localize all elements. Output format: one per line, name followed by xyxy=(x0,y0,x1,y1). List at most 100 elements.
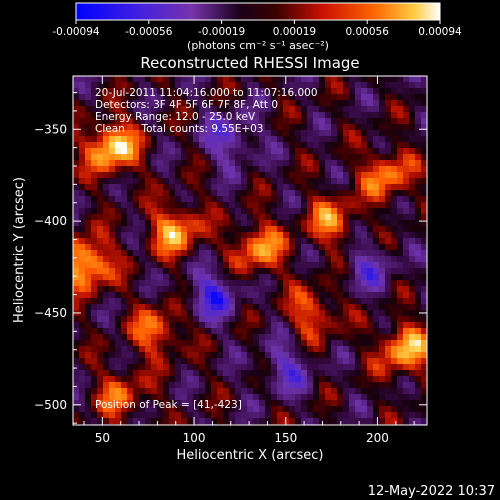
heatmap-cell xyxy=(343,400,349,406)
heatmap-cell xyxy=(151,304,157,310)
heatmap-cell xyxy=(133,136,139,142)
heatmap-cell xyxy=(103,220,109,226)
heatmap-cell xyxy=(85,166,91,172)
heatmap-cell xyxy=(355,388,361,394)
heatmap-cell xyxy=(397,394,403,400)
heatmap-cell xyxy=(157,82,163,88)
heatmap-cell xyxy=(193,376,199,382)
heatmap-cell xyxy=(259,340,265,346)
heatmap-cell xyxy=(151,226,157,232)
heatmap-cell xyxy=(313,118,319,124)
heatmap-cell xyxy=(373,118,379,124)
heatmap-cell xyxy=(415,322,421,328)
heatmap-cell xyxy=(301,256,307,262)
heatmap-cell xyxy=(331,88,337,94)
heatmap-cell xyxy=(397,400,403,406)
heatmap-cell xyxy=(361,178,367,184)
heatmap-cell xyxy=(343,256,349,262)
heatmap-cell xyxy=(397,172,403,178)
heatmap-cell xyxy=(325,136,331,142)
heatmap-cell xyxy=(109,334,115,340)
heatmap-cell xyxy=(223,262,229,268)
heatmap-cell xyxy=(313,358,319,364)
heatmap-cell xyxy=(115,310,121,316)
heatmap-cell xyxy=(163,112,169,118)
heatmap-cell xyxy=(73,316,79,322)
heatmap-cell xyxy=(373,304,379,310)
heatmap-cell xyxy=(253,388,259,394)
heatmap-cell xyxy=(85,100,91,106)
heatmap-cell xyxy=(103,178,109,184)
heatmap-cell xyxy=(217,328,223,334)
heatmap-cell xyxy=(187,256,193,262)
heatmap-cell xyxy=(319,94,325,100)
heatmap-cell xyxy=(301,214,307,220)
heatmap-cell xyxy=(175,220,181,226)
heatmap-cell xyxy=(319,364,325,370)
heatmap-cell xyxy=(367,358,373,364)
heatmap-cell xyxy=(235,106,241,112)
heatmap-cell xyxy=(391,340,397,346)
heatmap-cell xyxy=(121,226,127,232)
heatmap-cell xyxy=(229,334,235,340)
heatmap-cell xyxy=(175,418,181,424)
heatmap-cell xyxy=(331,226,337,232)
heatmap-cell xyxy=(313,286,319,292)
peak-position-label: Position of Peak = [41,-423] xyxy=(95,399,242,411)
heatmap-cell xyxy=(157,214,163,220)
heatmap-cell xyxy=(121,364,127,370)
heatmap-cell xyxy=(301,172,307,178)
heatmap-cell xyxy=(253,112,259,118)
heatmap-cell xyxy=(97,112,103,118)
heatmap-cell xyxy=(181,382,187,388)
heatmap-cell xyxy=(421,238,427,244)
heatmap-cell xyxy=(187,106,193,112)
heatmap-cell xyxy=(415,250,421,256)
heatmap-cell xyxy=(109,118,115,124)
heatmap-cell xyxy=(289,310,295,316)
heatmap-cell xyxy=(343,124,349,130)
heatmap-cell xyxy=(289,238,295,244)
heatmap-cell xyxy=(151,376,157,382)
heatmap-cell xyxy=(403,190,409,196)
heatmap-cell xyxy=(409,88,415,94)
heatmap-cell xyxy=(109,172,115,178)
heatmap-cell xyxy=(421,370,427,376)
heatmap-cell xyxy=(133,340,139,346)
heatmap-cell xyxy=(421,154,427,160)
heatmap-cell xyxy=(199,94,205,100)
heatmap-cell xyxy=(313,238,319,244)
heatmap-cell xyxy=(205,148,211,154)
heatmap-cell xyxy=(235,124,241,130)
heatmap-cell xyxy=(139,316,145,322)
heatmap-cell xyxy=(145,190,151,196)
heatmap-cell xyxy=(187,208,193,214)
heatmap-cell xyxy=(145,226,151,232)
heatmap-cell xyxy=(313,394,319,400)
heatmap-cell xyxy=(277,316,283,322)
heatmap-cell xyxy=(205,178,211,184)
heatmap-cell xyxy=(157,112,163,118)
heatmap-cell xyxy=(379,112,385,118)
heatmap-cell xyxy=(85,400,91,406)
heatmap-cell xyxy=(391,394,397,400)
heatmap-cell xyxy=(277,352,283,358)
heatmap-cell xyxy=(283,292,289,298)
heatmap-cell xyxy=(397,118,403,124)
heatmap-cell xyxy=(79,136,85,142)
heatmap-cell xyxy=(277,118,283,124)
heatmap-cell xyxy=(85,370,91,376)
heatmap-cell xyxy=(91,382,97,388)
heatmap-cell xyxy=(313,82,319,88)
heatmap-cell xyxy=(85,160,91,166)
heatmap-cell xyxy=(223,100,229,106)
heatmap-cell xyxy=(103,316,109,322)
heatmap-cell xyxy=(199,256,205,262)
heatmap-cell xyxy=(121,76,127,82)
heatmap-cell xyxy=(85,112,91,118)
heatmap-cell xyxy=(289,364,295,370)
heatmap-cell xyxy=(415,184,421,190)
heatmap-cell xyxy=(319,406,325,412)
heatmap-cell xyxy=(295,178,301,184)
heatmap-cell xyxy=(253,148,259,154)
